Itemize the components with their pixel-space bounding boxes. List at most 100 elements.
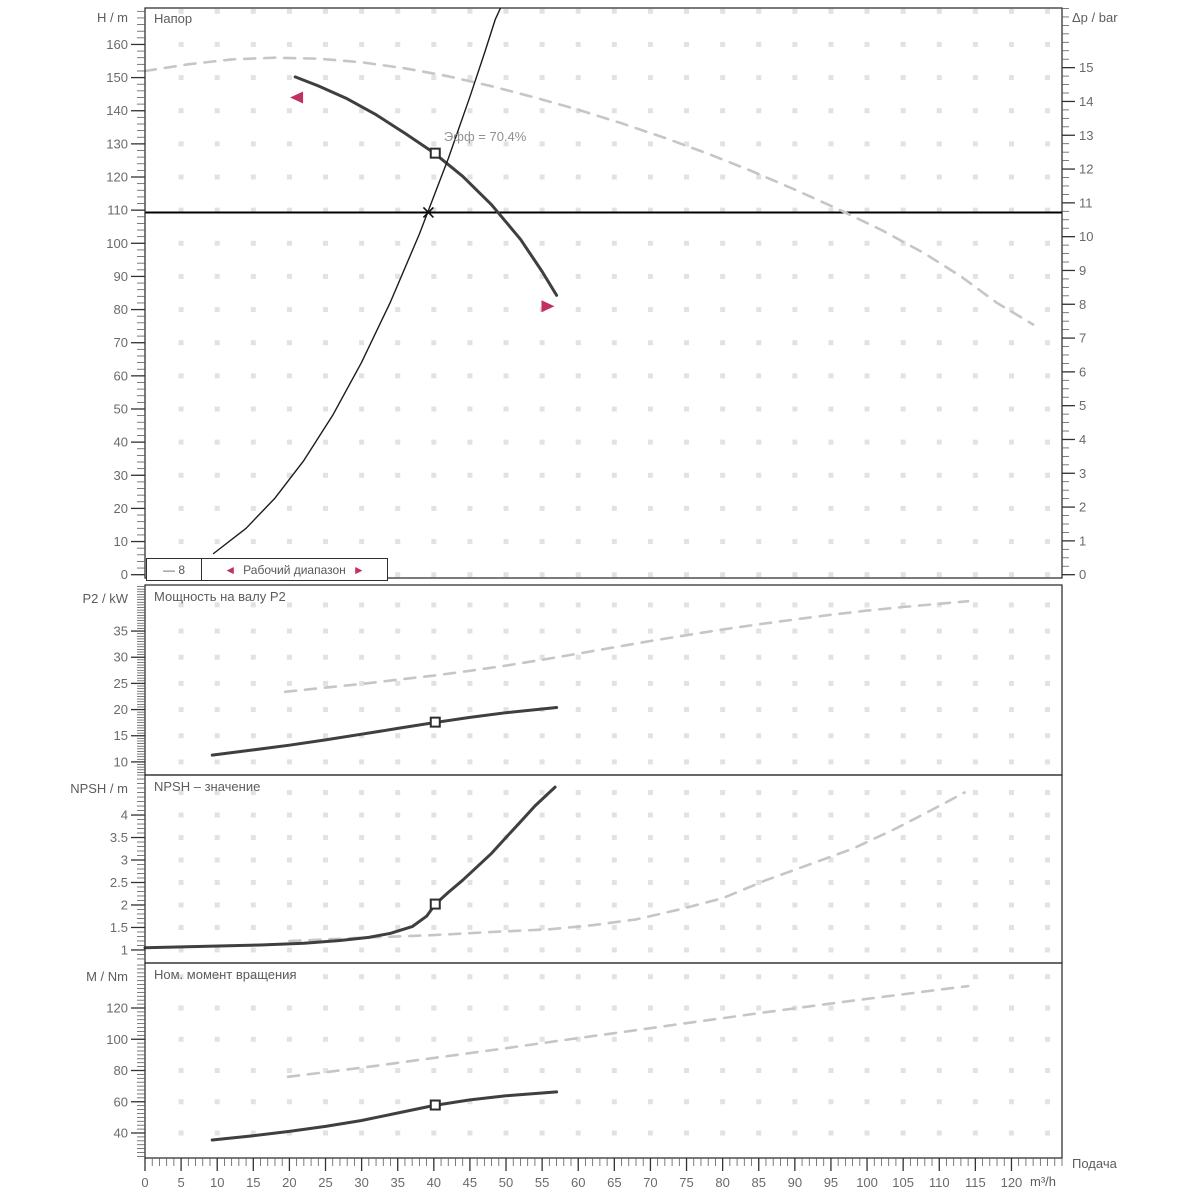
grid-dot [178,812,184,818]
grid-dot [936,439,942,445]
grid-dot [864,902,870,908]
grid-dot [250,835,256,841]
grid-dot [647,340,653,346]
grid-dot [828,1036,834,1042]
grid-dot [936,174,942,180]
grid-dot [503,240,509,246]
grid-dot [431,947,437,953]
grid-dot [828,41,834,47]
grid-dot [864,373,870,379]
grid-dot [503,974,509,980]
grid-dot [684,439,690,445]
grid-dot [503,472,509,478]
grid-dot [503,654,509,660]
grid-dot [539,680,545,686]
x-tick-label: 15 [246,1175,260,1190]
grid-dot [286,240,292,246]
legend-working-range[interactable]: ◄ Рабочий диапазон ► [201,558,388,581]
grid-dot [250,108,256,114]
grid-dot [178,857,184,863]
pump-curve [293,75,559,297]
grid-dot [395,207,401,213]
grid-dot [936,41,942,47]
grid-dot [359,902,365,908]
grid-dot [286,812,292,818]
grid-dot [684,8,690,14]
grid-dot [900,947,906,953]
grid-dot [936,472,942,478]
y-axis-label-torque: M / Nm [86,969,128,984]
grid-dot [503,602,509,608]
grid-dot [864,273,870,279]
grid-dot [647,1068,653,1073]
grid-dot [539,733,545,739]
grid-dot [684,654,690,660]
grid-dot [792,472,798,478]
grid-dot [864,240,870,246]
panel-title-torque: Ном. момент вращения [154,967,297,982]
grid-dot [864,1099,870,1105]
grid-dot [359,733,365,739]
grid-dot [250,857,256,863]
grid-dot [1008,974,1014,980]
grid-dot [756,680,762,686]
y-tick-label: 30 [114,650,128,665]
grid-dot [1008,857,1014,863]
grid-dot [900,733,906,739]
grid-dot [359,539,365,545]
grid-dot [575,141,581,147]
grid-dot [575,1005,581,1011]
grid-dot [1045,75,1051,81]
grid-dot [972,759,978,765]
grid-dot [720,406,726,412]
range-right-arrow-icon[interactable]: ► [352,562,365,577]
grid-dot [647,812,653,818]
y2-axis-label-dp: Δp / bar [1072,10,1118,25]
grid-dot [467,759,473,765]
torque-curve [210,1090,559,1142]
grid-dot [1008,654,1014,660]
grid-dot [431,174,437,180]
grid-dot [864,680,870,686]
grid-dot [539,240,545,246]
duty-point-marker[interactable] [429,716,441,728]
grid-dot [756,835,762,841]
grid-dot [539,1068,545,1073]
legend-curve-id: — 8 [146,558,202,581]
grid-dot [720,41,726,47]
grid-dot [359,835,365,841]
grid-dot [972,1005,978,1011]
grid-dot [539,1099,545,1105]
grid-dot [250,439,256,445]
grid-dot [684,406,690,412]
grid-dot [900,373,906,379]
grid-dot [1008,812,1014,818]
range-min-arrow[interactable] [290,91,304,104]
grid-dot [756,924,762,930]
duty-point-marker[interactable] [429,147,441,159]
grid-dot [972,174,978,180]
grid-dot [1045,602,1051,608]
grid-dot [286,373,292,379]
grid-dot [900,174,906,180]
grid-dot [684,680,690,686]
grid-dot [431,654,437,660]
grid-dot [972,108,978,114]
grid-dot [323,974,329,980]
grid-dot [792,340,798,346]
grid-dot [720,1130,726,1136]
duty-point-marker[interactable] [429,898,441,910]
grid-dot [575,902,581,908]
range-left-arrow-icon[interactable]: ◄ [224,562,237,577]
grid-dot [756,572,762,578]
x-axis-label-flow: Подача [1072,1156,1117,1171]
duty-point-marker[interactable] [429,1099,441,1111]
grid-dot [611,307,617,313]
grid-dot [647,733,653,739]
grid-dot [900,835,906,841]
grid-dot [1045,539,1051,545]
grid-dot [286,472,292,478]
grid-dot [936,373,942,379]
range-max-arrow[interactable] [541,300,555,313]
grid-dot [539,8,545,14]
